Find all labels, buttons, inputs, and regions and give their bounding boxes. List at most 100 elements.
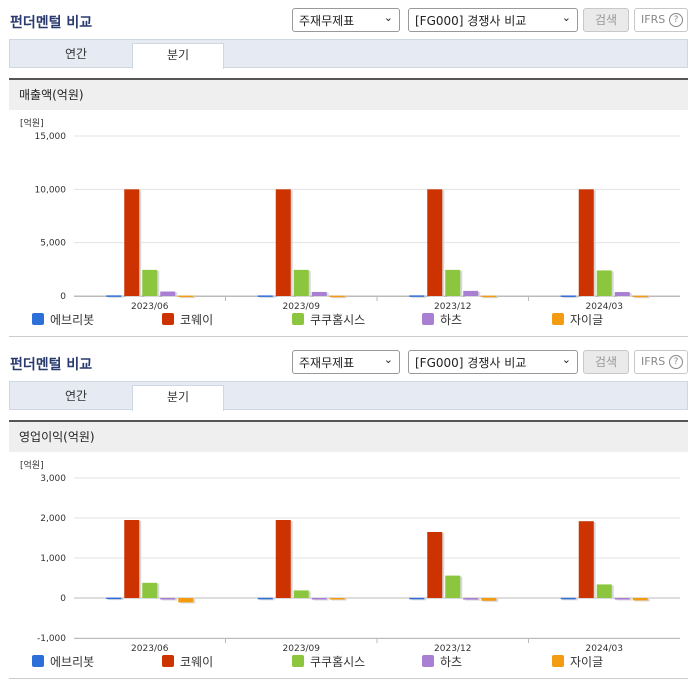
peer-select[interactable]: [FG000] 경쟁사 비교 ⌄	[408, 350, 578, 374]
ifrs-button[interactable]: IFRS ?	[634, 350, 688, 374]
legend-label: 하츠	[440, 655, 463, 669]
revenue-chart: [억원] 0 5,000 10,000 15,000 2023/06 2023/09 2023…	[0, 112, 696, 312]
legend-item[interactable]: 에브리봇	[32, 312, 94, 328]
bar-자이글[interactable]	[329, 295, 345, 298]
help-icon[interactable]: ?	[669, 355, 683, 369]
tab-annual[interactable]: 연간	[64, 47, 88, 61]
bar-하츠[interactable]	[614, 598, 630, 600]
bar-코웨이[interactable]	[427, 532, 443, 598]
legend-item[interactable]: 자이글	[552, 654, 603, 670]
legend-item[interactable]: 자이글	[552, 312, 603, 328]
bar-자이글[interactable]	[329, 598, 345, 600]
bar-shadow	[180, 296, 196, 299]
search-button[interactable]: 검색	[583, 350, 629, 374]
bar-자이글[interactable]	[632, 598, 648, 601]
legend-label: 쿠쿠홈시스	[310, 655, 366, 669]
x-tick-label: 2023/06	[131, 644, 169, 654]
bar-에브리봇[interactable]	[409, 597, 425, 600]
divider	[9, 678, 688, 679]
statement-select[interactable]: 주재무제표 ⌄	[292, 350, 400, 374]
legend-swatch	[422, 313, 434, 325]
bar-쿠쿠홈시스[interactable]	[293, 269, 309, 296]
bar-쿠쿠홈시스[interactable]	[445, 575, 461, 598]
bar-하츠[interactable]	[311, 291, 327, 296]
legend-item[interactable]: 하츠	[422, 654, 462, 670]
chart-legend: 에브리봇 코웨이 쿠쿠홈시스 하츠 자이글	[0, 654, 696, 672]
ifrs-button[interactable]: IFRS ?	[634, 8, 688, 32]
bar-코웨이[interactable]	[124, 189, 140, 296]
bar-shadow	[313, 599, 329, 601]
bar-코웨이[interactable]	[124, 520, 140, 598]
legend-label: 쿠쿠홈시스	[310, 313, 366, 327]
peer-select-value: [FG000] 경쟁사 비교	[415, 356, 527, 370]
help-icon[interactable]: ?	[669, 13, 683, 27]
bar-쿠쿠홈시스[interactable]	[142, 269, 158, 296]
y-unit-label: [억원]	[20, 459, 44, 471]
metric-header: 영업이익(억원)	[9, 420, 688, 452]
bar-자이글[interactable]	[632, 295, 648, 298]
bar-에브리봇[interactable]	[257, 597, 273, 600]
bar-쿠쿠홈시스[interactable]	[293, 590, 309, 598]
bar-에브리봇[interactable]	[106, 597, 122, 600]
operating-profit-chart: [억원] -1,000 0 1,000 2,000 3,000 2023/06 2023/09…	[0, 454, 696, 654]
bar-자이글[interactable]	[481, 295, 497, 298]
y-tick-label: 0	[60, 594, 66, 604]
bar-하츠[interactable]	[614, 292, 630, 296]
legend-item[interactable]: 코웨이	[162, 312, 213, 328]
bar-쿠쿠홈시스[interactable]	[445, 269, 461, 296]
legend-swatch	[32, 313, 44, 325]
legend-item[interactable]: 에브리봇	[32, 654, 94, 670]
bar-코웨이[interactable]	[275, 189, 291, 296]
bar-하츠[interactable]	[160, 291, 176, 296]
bar-하츠[interactable]	[160, 598, 176, 600]
legend-label: 자이글	[570, 655, 604, 669]
bar-shadow	[411, 296, 427, 298]
legend-item[interactable]: 코웨이	[162, 654, 213, 670]
legend-item[interactable]: 하츠	[422, 312, 462, 328]
bar-코웨이[interactable]	[427, 189, 443, 296]
bar-자이글[interactable]	[481, 598, 497, 601]
bar-쿠쿠홈시스[interactable]	[596, 584, 612, 598]
bar-코웨이[interactable]	[578, 189, 594, 296]
chevron-down-icon: ⌄	[383, 11, 393, 24]
bar-하츠[interactable]	[463, 598, 479, 600]
legend-label: 하츠	[440, 313, 463, 327]
bar-에브리봇[interactable]	[257, 295, 273, 297]
bar-에브리봇[interactable]	[560, 597, 576, 600]
bar-에브리봇[interactable]	[409, 295, 425, 297]
y-tick-label: 3,000	[40, 474, 66, 484]
bar-하츠[interactable]	[463, 290, 479, 296]
x-tick-label: 2023/06	[131, 302, 169, 312]
x-tick-label: 2023/12	[434, 302, 471, 312]
peer-select[interactable]: [FG000] 경쟁사 비교 ⌄	[408, 8, 578, 32]
x-tick-label: 2023/12	[434, 644, 471, 654]
y-tick-label: 1,000	[40, 554, 66, 564]
peer-select-value: [FG000] 경쟁사 비교	[415, 14, 527, 28]
bar-하츠[interactable]	[311, 598, 327, 600]
bar-에브리봇[interactable]	[560, 295, 576, 297]
bar-shadow	[634, 296, 650, 299]
bar-코웨이[interactable]	[578, 521, 594, 598]
bar-코웨이[interactable]	[275, 520, 291, 598]
tab-quarterly[interactable]: 분기	[132, 385, 224, 411]
bar-쿠쿠홈시스[interactable]	[596, 270, 612, 296]
tab-annual[interactable]: 연간	[64, 389, 88, 403]
bar-shadow	[259, 296, 275, 298]
legend-label: 에브리봇	[50, 313, 95, 327]
legend-item[interactable]: 쿠쿠홈시스	[292, 312, 365, 328]
statement-select-value: 주재무제표	[299, 14, 355, 28]
legend-swatch	[162, 313, 174, 325]
bar-자이글[interactable]	[178, 295, 194, 298]
legend-label: 코웨이	[180, 313, 214, 327]
tab-quarterly[interactable]: 분기	[132, 43, 224, 69]
legend-item[interactable]: 쿠쿠홈시스	[292, 654, 365, 670]
legend-swatch	[292, 655, 304, 667]
bar-자이글[interactable]	[178, 598, 194, 603]
bar-에브리봇[interactable]	[106, 295, 122, 297]
search-button[interactable]: 검색	[583, 8, 629, 32]
statement-select[interactable]: 주재무제표 ⌄	[292, 8, 400, 32]
bar-shadow	[108, 296, 124, 298]
divider	[9, 336, 688, 337]
legend-swatch	[162, 655, 174, 667]
bar-쿠쿠홈시스[interactable]	[142, 582, 158, 598]
